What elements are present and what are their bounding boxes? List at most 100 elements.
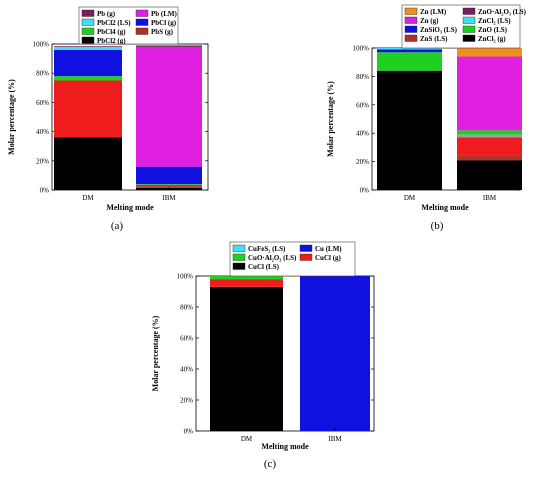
legend-entry: CuO·Al₂O₃ (LS) bbox=[248, 254, 297, 262]
legend-swatch bbox=[81, 18, 95, 26]
bar-segment-dm-0 bbox=[377, 70, 442, 190]
bar-segment-ibm-8 bbox=[457, 48, 522, 57]
y-tick-label: 60% bbox=[180, 335, 193, 343]
bar-segment-dm-3 bbox=[54, 76, 122, 81]
legend-swatch bbox=[81, 27, 95, 35]
legend-swatch bbox=[232, 244, 246, 252]
legend-entry: ZnO (LS) bbox=[478, 26, 508, 34]
legend-swatch bbox=[462, 25, 476, 33]
bar-segment-ibm-2 bbox=[457, 137, 522, 156]
legend-entry: ZnCl₂ (g) bbox=[478, 35, 506, 43]
legend-entry: Zn (LM) bbox=[420, 8, 447, 16]
legend-swatch bbox=[299, 244, 313, 252]
bar-segment-ibm-4 bbox=[457, 130, 522, 135]
bar-segment-dm-5 bbox=[377, 49, 442, 53]
legend-swatch bbox=[404, 7, 418, 15]
bar-segment-ibm-3 bbox=[136, 184, 202, 185]
legend-box bbox=[401, 4, 521, 49]
bar-segment-ibm-7 bbox=[136, 45, 202, 47]
bar-segment-ibm-1 bbox=[457, 155, 522, 161]
legend-entry: CuCl (LS) bbox=[248, 263, 280, 271]
legend-swatch bbox=[135, 18, 149, 26]
chart-panel-c: 0% 20% 40% 60% 80% 100% DM IBM Melting mode Molar… bbox=[151, 241, 375, 470]
y-tick-label: 100% bbox=[353, 45, 370, 53]
legend-swatch bbox=[135, 9, 149, 17]
bar-segment-dm-7 bbox=[54, 46, 122, 47]
x-tick-label: IBM bbox=[483, 194, 497, 202]
legend-entry: PbCl2 (LS) bbox=[97, 19, 131, 27]
bar-segment-ibm-4 bbox=[136, 166, 202, 185]
y-tick-label: 40% bbox=[180, 366, 193, 374]
legend-swatch bbox=[81, 9, 95, 17]
y-tick-label: 80% bbox=[356, 73, 369, 81]
y-tick-label: 60% bbox=[356, 101, 369, 109]
legend-entry: CuFeS₂ (LS) bbox=[248, 245, 286, 253]
bar-segment-dm-1 bbox=[210, 279, 283, 287]
legend-swatch bbox=[135, 27, 149, 35]
bar-segment-ibm-2 bbox=[136, 184, 202, 187]
legend-entry: Pb (LM) bbox=[151, 10, 178, 18]
panel-label: (a) bbox=[111, 220, 124, 232]
y-tick-label: 0% bbox=[360, 187, 370, 195]
legend-entry: ZnSiO₃ (LS) bbox=[420, 26, 458, 34]
legend-entry: ZnO·Al₂O₃ (LS) bbox=[478, 8, 527, 16]
y-tick-label: 100% bbox=[33, 41, 50, 49]
y-tick-label: 60% bbox=[36, 99, 49, 107]
legend-entry: PbCl2 (g) bbox=[97, 37, 126, 45]
y-tick-label: 80% bbox=[180, 304, 193, 312]
panel-label: (c) bbox=[264, 458, 277, 470]
legend-swatch bbox=[404, 25, 418, 33]
legend-entry: Pb (g) bbox=[97, 10, 116, 18]
bar-segment-dm-0 bbox=[54, 137, 122, 190]
chart-panel-b: 0% 20% 40% 60% 80% 100% DM IBM Melting mode Molar… bbox=[326, 4, 527, 232]
x-tick-label: DM bbox=[404, 194, 416, 202]
y-tick-label: 0% bbox=[184, 428, 194, 436]
bar-segment-dm-4 bbox=[54, 49, 122, 77]
legend-entry: ZnS (LS) bbox=[420, 35, 448, 43]
x-tick-label: IBM bbox=[328, 435, 342, 443]
y-tick-label: 20% bbox=[180, 397, 193, 405]
x-axis-title: Melting mode bbox=[421, 203, 469, 212]
bar-segment-dm-6 bbox=[377, 48, 442, 50]
legend-box bbox=[78, 6, 179, 45]
legend-entry: Cu (LM) bbox=[315, 245, 342, 253]
legend-swatch bbox=[232, 262, 246, 270]
legend-entry: Zn (g) bbox=[420, 17, 439, 25]
legend-entry: ZnCl₂ (LS) bbox=[478, 17, 511, 25]
legend-swatch bbox=[462, 16, 476, 24]
legend-swatch bbox=[81, 36, 95, 44]
y-tick-label: 20% bbox=[356, 158, 369, 166]
bar-segment-dm-2 bbox=[210, 276, 283, 280]
y-axis-title: Molar percentage (%) bbox=[151, 315, 160, 391]
legend-box bbox=[229, 241, 356, 277]
legend-swatch bbox=[462, 7, 476, 15]
legend-swatch bbox=[404, 34, 418, 42]
x-axis-title: Melting mode bbox=[261, 442, 309, 451]
y-tick-label: 20% bbox=[36, 157, 49, 165]
bar-segment-dm-5 bbox=[54, 46, 122, 50]
y-axis-title: Molar percentage (%) bbox=[7, 79, 16, 155]
y-tick-label: 40% bbox=[356, 130, 369, 138]
bar-segment-ibm-7 bbox=[457, 56, 522, 131]
y-tick-label: 0% bbox=[40, 187, 50, 195]
bar-segment-ibm-0 bbox=[457, 160, 522, 190]
legend-entry: PbS (g) bbox=[151, 28, 174, 36]
y-tick-label: 100% bbox=[177, 273, 194, 281]
y-tick-label: 80% bbox=[36, 70, 49, 78]
legend-swatch bbox=[462, 34, 476, 42]
bar-segment-dm-0 bbox=[210, 286, 283, 431]
legend-swatch bbox=[232, 253, 246, 261]
bar-segment-ibm-6 bbox=[136, 46, 202, 167]
panel-label: (b) bbox=[431, 220, 444, 232]
legend-swatch bbox=[404, 16, 418, 24]
x-tick-label: DM bbox=[82, 194, 94, 202]
bar-segment-ibm-4 bbox=[300, 276, 370, 431]
chart-panel-a: 0% 20% 40% 60% 80% 100% DM IBM Melting mode Molar… bbox=[7, 6, 209, 232]
y-axis-title: Molar percentage (%) bbox=[326, 81, 335, 157]
legend-entry: CuCl (g) bbox=[315, 254, 342, 262]
legend-entry: PbCl (g) bbox=[151, 19, 177, 27]
legend-entry: PbCl4 (g) bbox=[97, 28, 126, 36]
y-tick-label: 40% bbox=[36, 128, 49, 136]
x-axis-title: Melting mode bbox=[106, 203, 154, 212]
